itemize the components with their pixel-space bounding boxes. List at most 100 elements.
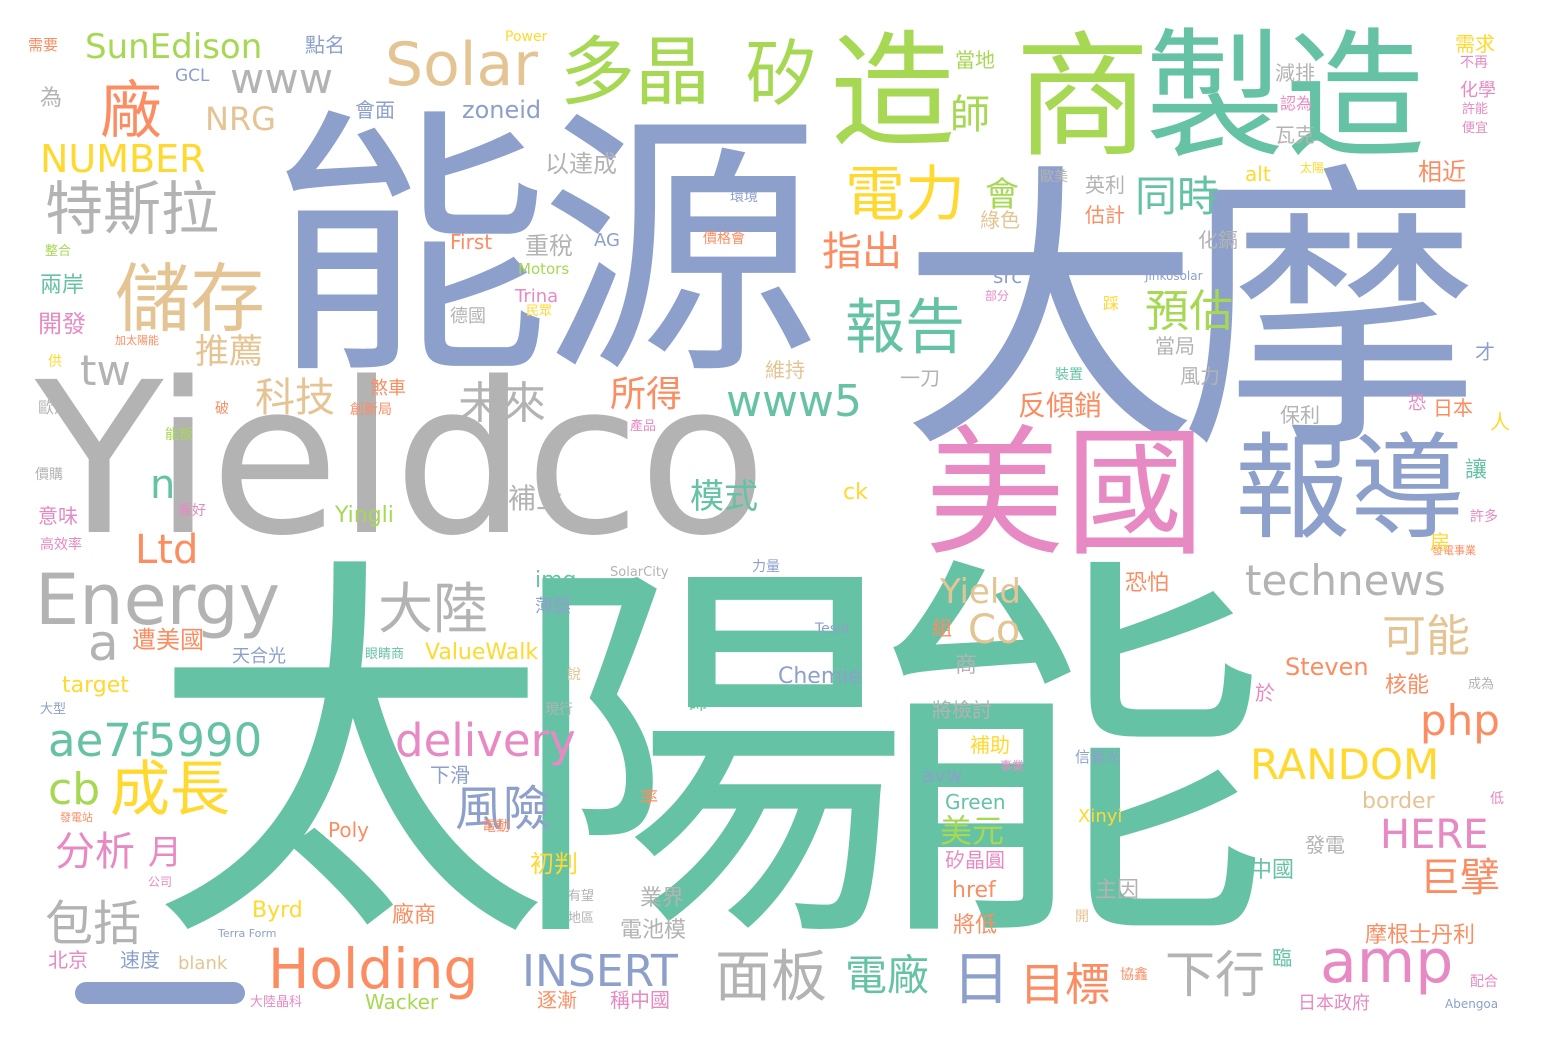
word: 日本 — [1433, 396, 1473, 420]
word: 推薦 — [195, 332, 263, 372]
word: php — [1420, 696, 1500, 745]
word: 下滑 — [430, 763, 470, 787]
word: 力量 — [752, 559, 780, 575]
word: HERE — [1380, 812, 1489, 858]
word: alt — [1245, 162, 1271, 186]
word: 電廠 — [845, 951, 930, 1000]
word: 美國 — [925, 413, 1206, 576]
word: 供 — [48, 354, 62, 370]
word: 為 — [40, 86, 63, 111]
word: src — [993, 264, 1023, 288]
word: 需求 — [1455, 32, 1495, 56]
word: NRG — [205, 100, 276, 138]
word: 指出 — [822, 229, 902, 275]
word: 主因 — [1095, 878, 1140, 903]
word: 眼睛商 — [365, 647, 405, 662]
word: 整合 — [45, 244, 72, 259]
word: 發電站 — [60, 811, 93, 824]
word: blank — [178, 953, 228, 974]
word: amp — [1320, 927, 1454, 997]
word: 重稅 — [525, 232, 573, 260]
word: 造 — [830, 20, 955, 165]
word: 碲 — [688, 690, 708, 714]
word: 減排 — [1275, 61, 1315, 85]
word: tw — [80, 346, 131, 395]
word: 矽 — [745, 32, 818, 116]
word: 包括 — [45, 896, 142, 952]
word: 電力 — [845, 160, 965, 230]
word: 才 — [1475, 340, 1495, 364]
word: 現行 — [545, 702, 573, 718]
word: AG — [594, 230, 620, 251]
word: 環境 — [730, 189, 758, 205]
word: 能源 — [270, 87, 820, 413]
word: 公司 — [148, 875, 173, 889]
word: 民眾 — [526, 304, 553, 319]
word: 大摩 — [900, 140, 1480, 489]
word: 踩 — [1103, 294, 1120, 313]
word: 兩岸 — [40, 273, 85, 298]
word: 臨 — [1272, 946, 1292, 970]
word: 核能 — [1385, 673, 1430, 698]
word: 報導 — [1235, 422, 1466, 556]
word: 相近 — [1418, 158, 1466, 186]
word: 將檢討 — [932, 698, 992, 722]
word: a — [88, 614, 119, 672]
word: 風險 — [455, 781, 552, 837]
word: 分析 — [55, 829, 135, 875]
word: 薄膜 — [535, 596, 571, 617]
word: 日 — [952, 945, 1011, 1013]
word: 認為 — [1280, 94, 1313, 113]
word: 大陸 — [378, 577, 489, 641]
word: 恐怕 — [1125, 571, 1170, 596]
word: 電動 — [482, 819, 510, 835]
word: 德國 — [450, 306, 486, 327]
word: delivery — [395, 714, 576, 767]
word: 儲存 — [115, 255, 266, 343]
word: 中國 — [1250, 858, 1295, 883]
word: ck — [843, 480, 868, 505]
word: First — [450, 230, 493, 254]
word: technews — [1245, 556, 1446, 605]
word: 科技 — [255, 375, 335, 421]
word: 歐洲 — [38, 398, 71, 417]
word: 產品 — [630, 419, 657, 434]
word: Yingli — [335, 503, 394, 528]
word: 逐漸 — [537, 988, 577, 1012]
word: SunEdison — [85, 27, 263, 67]
word: 低 — [1490, 791, 1504, 807]
word: Yieldco — [35, 337, 767, 582]
word: 信義光 — [1075, 748, 1121, 766]
word: GCL — [175, 66, 210, 86]
word: 可能 — [1382, 611, 1470, 662]
word: 於 — [1255, 681, 1275, 705]
word: 化鎘 — [1198, 228, 1238, 252]
word: Steven — [1285, 653, 1369, 681]
word: href — [952, 878, 996, 903]
word: 商 — [955, 653, 978, 678]
word: 面板 — [715, 945, 827, 1010]
word: Power — [505, 29, 548, 45]
word: Solar — [385, 30, 538, 100]
word: Holding — [268, 937, 479, 1001]
word: 英利 — [1085, 173, 1125, 197]
word: 一刀 — [900, 366, 940, 390]
word: 同時 — [1135, 172, 1220, 221]
word: NUMBER — [40, 137, 206, 181]
word: 電池模 — [620, 918, 687, 943]
word: 太陽能 — [150, 527, 1270, 992]
word: border — [1362, 789, 1435, 814]
word: 成長 — [110, 755, 230, 825]
word: 太陽 — [1300, 161, 1325, 175]
word: Tesla — [815, 621, 850, 637]
word: 以達成 — [545, 150, 617, 178]
word: 破 — [215, 401, 229, 417]
word: www — [230, 54, 334, 103]
word: 天合光 — [232, 646, 286, 667]
word: 當局 — [1155, 334, 1195, 358]
word: 需要 — [28, 36, 59, 54]
word: Trina — [515, 286, 559, 307]
word: Abengoa — [1445, 997, 1499, 1011]
word: 多晶 — [560, 28, 711, 116]
